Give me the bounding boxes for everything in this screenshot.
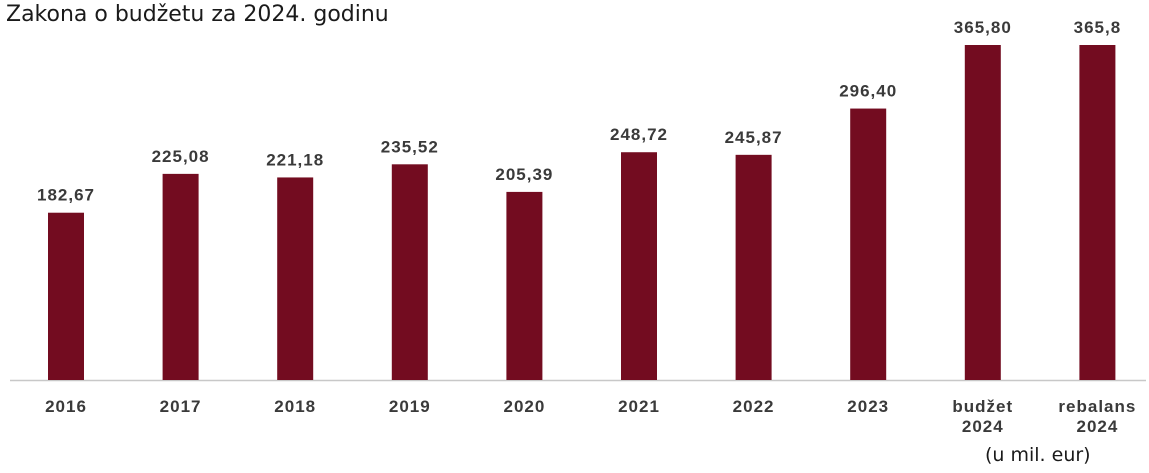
data-label: 365,8 [1074,18,1122,37]
data-label: 221,18 [266,150,324,169]
x-tick-label: 2018 [274,397,316,416]
x-tick-label: budžet [952,397,1013,416]
bar [850,108,887,381]
data-label: 248,72 [610,125,668,144]
bar [162,173,199,380]
x-tick-label: 2017 [160,397,202,416]
bar [964,45,1001,380]
x-tick-label: 2019 [389,397,431,416]
data-label: 235,52 [381,137,439,156]
data-label: 225,08 [152,147,210,166]
data-label: 365,80 [954,18,1012,37]
x-tick-label: 2024 [962,417,1004,436]
bar [735,154,772,380]
x-tick-label: 2022 [733,397,775,416]
x-tick-label: 2021 [618,397,660,416]
bar [277,177,314,380]
x-tick-label: 2023 [847,397,889,416]
bar [621,152,657,380]
data-label: 245,87 [725,128,783,147]
data-label: 205,39 [495,165,553,184]
x-tick-label: rebalans [1058,397,1136,416]
data-label: 182,67 [37,186,95,205]
bar [48,212,84,380]
unit-note: (u mil. eur) [985,444,1091,466]
x-tick-label: 2024 [1076,417,1118,436]
bar [1079,45,1116,380]
data-label: 296,40 [839,82,897,101]
x-tick-label: 2020 [503,397,545,416]
chart-title: Zakona o budžetu za 2024. godinu [6,2,389,27]
x-tick-label: 2016 [45,397,87,416]
bar [391,164,428,380]
bar [506,191,543,380]
